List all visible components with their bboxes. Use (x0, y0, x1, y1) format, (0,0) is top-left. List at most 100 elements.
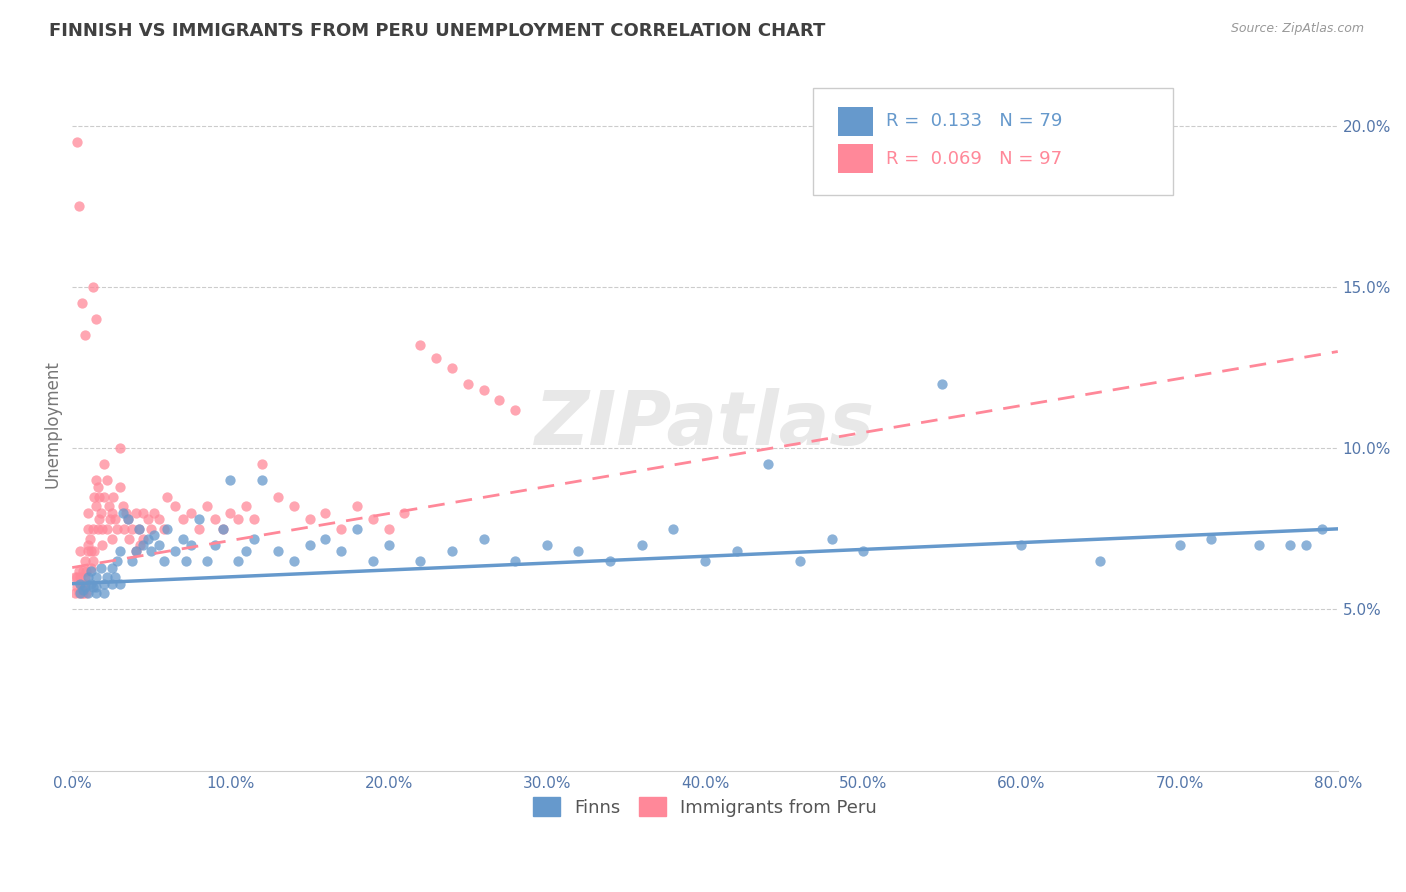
Point (756, 458, 779, 472)
Point (80, 564, 103, 578)
Point (165, 544, 187, 558)
Point (89, 512, 111, 526)
Point (174, 554, 197, 568)
Point (148, 538, 170, 552)
Point (124, 506, 146, 520)
Point (153, 554, 176, 568)
Point (211, 522, 233, 536)
Point (346, 522, 368, 536)
Point (377, 538, 399, 552)
Point (79, 532, 101, 546)
Point (283, 500, 305, 514)
Point (235, 544, 257, 558)
Point (132, 538, 155, 552)
Point (108, 442, 131, 456)
Point (69, 544, 91, 558)
Point (472, 532, 495, 546)
Point (346, 500, 368, 514)
Point (440, 544, 463, 558)
Point (80, 576, 103, 591)
Point (503, 402, 526, 417)
Point (105, 522, 128, 536)
Y-axis label: Unemployment: Unemployment (44, 360, 60, 488)
Point (77, 570, 100, 584)
Point (330, 544, 353, 558)
Point (98, 512, 121, 526)
Point (67, 586, 90, 600)
Point (129, 538, 152, 552)
Point (141, 544, 163, 558)
Point (104, 570, 127, 584)
Point (73, 580, 96, 594)
Point (250, 474, 273, 488)
Point (69, 586, 91, 600)
Text: Source: ZipAtlas.com: Source: ZipAtlas.com (1230, 22, 1364, 36)
Point (80, 560, 103, 574)
Point (1199, 532, 1222, 546)
Point (789, 554, 811, 568)
Point (128, 522, 150, 536)
Point (377, 522, 399, 536)
Point (69, 576, 91, 591)
Point (298, 512, 321, 526)
Point (90, 560, 112, 574)
Point (111, 500, 134, 514)
Point (267, 490, 290, 504)
Point (630, 538, 652, 552)
Point (725, 544, 748, 558)
Point (80, 544, 103, 558)
FancyBboxPatch shape (838, 106, 873, 136)
Point (440, 360, 463, 375)
Point (73, 576, 96, 591)
Point (298, 538, 321, 552)
Point (243, 512, 266, 526)
Point (409, 554, 432, 568)
Point (361, 512, 384, 526)
Point (503, 554, 526, 568)
Point (330, 522, 353, 536)
Point (1010, 538, 1032, 552)
Point (70, 576, 93, 591)
Point (136, 532, 159, 546)
Point (180, 506, 202, 520)
Point (187, 512, 209, 526)
Point (693, 554, 716, 568)
Point (394, 506, 416, 520)
Point (409, 338, 432, 352)
Point (66, 580, 89, 594)
Point (156, 490, 179, 504)
Point (82, 580, 104, 594)
Point (931, 376, 953, 391)
Point (75, 564, 97, 578)
Point (283, 554, 305, 568)
Point (104, 512, 127, 526)
Point (219, 506, 242, 520)
Point (84, 580, 107, 594)
Point (219, 474, 242, 488)
Point (111, 506, 134, 520)
Point (180, 538, 202, 552)
Point (132, 532, 155, 546)
Point (73, 554, 96, 568)
Point (103, 490, 125, 504)
Point (96, 474, 118, 488)
Point (228, 512, 250, 526)
Point (67, 564, 90, 578)
Point (820, 532, 842, 546)
Point (72, 564, 94, 578)
Point (132, 506, 155, 520)
Point (267, 544, 290, 558)
Point (86, 522, 108, 536)
Point (101, 576, 124, 591)
Point (115, 506, 138, 520)
Point (91, 522, 114, 536)
Point (93, 458, 115, 472)
Point (243, 532, 266, 546)
Point (96, 522, 118, 536)
Point (124, 544, 146, 558)
Point (90, 506, 112, 520)
Point (77, 586, 100, 600)
Point (124, 544, 146, 558)
Point (314, 532, 336, 546)
Point (69, 570, 91, 584)
